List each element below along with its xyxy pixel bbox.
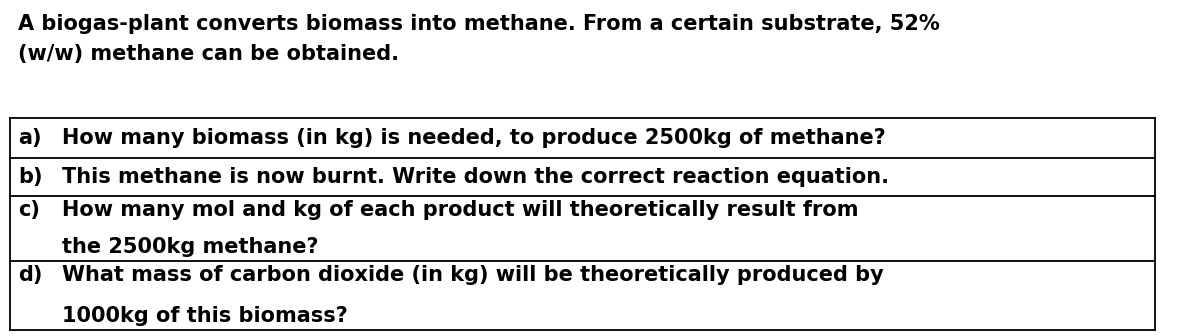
- Text: c): c): [18, 200, 40, 220]
- Text: (w/w) methane can be obtained.: (w/w) methane can be obtained.: [18, 44, 398, 64]
- Text: How many biomass (in kg) is needed, to produce 2500kg of methane?: How many biomass (in kg) is needed, to p…: [62, 128, 886, 148]
- Text: 1000kg of this biomass?: 1000kg of this biomass?: [62, 306, 348, 326]
- Text: d): d): [18, 265, 42, 285]
- Text: What mass of carbon dioxide (in kg) will be theoretically produced by: What mass of carbon dioxide (in kg) will…: [62, 265, 883, 285]
- Text: A biogas-plant converts biomass into methane. From a certain substrate, 52%: A biogas-plant converts biomass into met…: [18, 14, 940, 34]
- Text: b): b): [18, 167, 42, 187]
- Text: a): a): [18, 128, 42, 148]
- Text: This methane is now burnt. Write down the correct reaction equation.: This methane is now burnt. Write down th…: [62, 167, 889, 187]
- Text: How many mol and kg of each product will theoretically result from: How many mol and kg of each product will…: [62, 200, 858, 220]
- Text: the 2500kg methane?: the 2500kg methane?: [62, 237, 318, 257]
